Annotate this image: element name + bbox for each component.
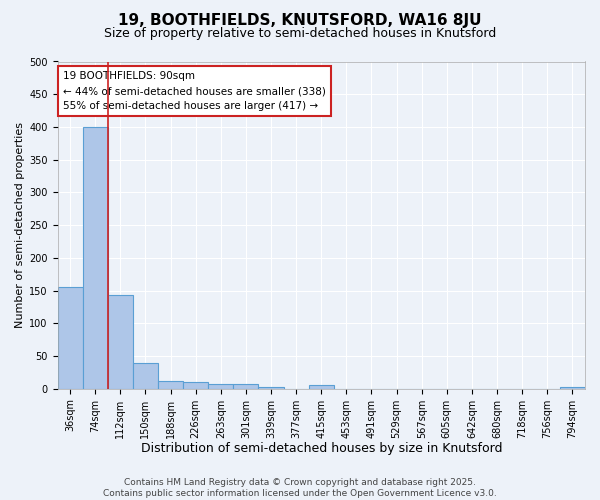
Text: Size of property relative to semi-detached houses in Knutsford: Size of property relative to semi-detach… bbox=[104, 28, 496, 40]
Text: Contains HM Land Registry data © Crown copyright and database right 2025.
Contai: Contains HM Land Registry data © Crown c… bbox=[103, 478, 497, 498]
Bar bbox=[208, 384, 233, 388]
Bar bbox=[308, 385, 334, 388]
Y-axis label: Number of semi-detached properties: Number of semi-detached properties bbox=[15, 122, 25, 328]
Bar bbox=[560, 387, 585, 388]
Bar bbox=[108, 295, 133, 388]
Bar bbox=[158, 381, 183, 388]
Bar bbox=[133, 362, 158, 388]
Bar bbox=[83, 127, 108, 388]
Bar bbox=[233, 384, 259, 388]
Text: 19 BOOTHFIELDS: 90sqm
← 44% of semi-detached houses are smaller (338)
55% of sem: 19 BOOTHFIELDS: 90sqm ← 44% of semi-deta… bbox=[63, 72, 326, 111]
Bar bbox=[183, 382, 208, 388]
Text: 19, BOOTHFIELDS, KNUTSFORD, WA16 8JU: 19, BOOTHFIELDS, KNUTSFORD, WA16 8JU bbox=[118, 12, 482, 28]
Bar bbox=[58, 288, 83, 388]
X-axis label: Distribution of semi-detached houses by size in Knutsford: Distribution of semi-detached houses by … bbox=[140, 442, 502, 455]
